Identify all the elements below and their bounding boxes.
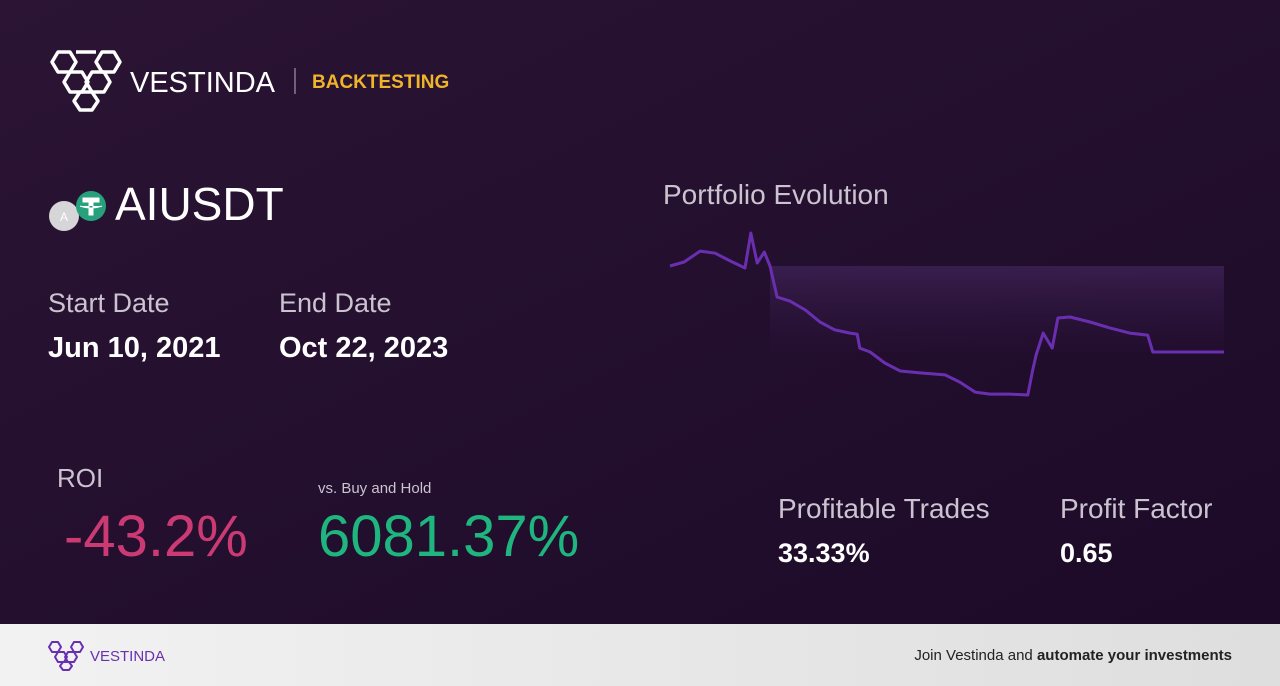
- footer: [0, 624, 1280, 686]
- profitable-trades-value: 33.33%: [778, 538, 870, 568]
- asset-icon-letter: A: [60, 210, 68, 224]
- roi-value: -43.2%: [64, 504, 248, 569]
- quote-icon-symbol: [79, 197, 103, 216]
- portfolio-line: [669, 231, 1224, 397]
- cta-bold[interactable]: automate your investments: [1037, 647, 1232, 664]
- roi-label: ROI: [57, 463, 103, 493]
- cta-text: Join Vestinda and: [914, 647, 1032, 664]
- footer-brand: VESTINDA: [90, 648, 165, 665]
- chart: [669, 231, 1224, 397]
- end-date-label: End Date: [279, 288, 392, 318]
- footer-cta: Join Vestinda and automate your investme…: [914, 647, 1232, 664]
- start-date-label: Start Date: [48, 288, 170, 318]
- section-label: BACKTESTING: [312, 72, 449, 93]
- asset-symbol: AIUSDT: [115, 178, 284, 230]
- area-shade: [770, 266, 1224, 353]
- logo: [50, 50, 122, 112]
- buy-hold-label: vs. Buy and Hold: [318, 480, 431, 497]
- end-date-value: Oct 22, 2023: [279, 332, 448, 364]
- asset-icon: [49, 201, 79, 231]
- profit-factor-value: 0.65: [1060, 538, 1113, 568]
- footer-logo: [48, 641, 84, 671]
- brand: VESTINDA: [130, 67, 276, 99]
- start-date-value: Jun 10, 2021: [48, 332, 221, 364]
- profit-factor-label: Profit Factor: [1060, 493, 1212, 524]
- profitable-trades-label: Profitable Trades: [778, 493, 990, 524]
- buy-hold-value: 6081.37%: [318, 504, 579, 569]
- chart-title: Portfolio Evolution: [663, 179, 889, 210]
